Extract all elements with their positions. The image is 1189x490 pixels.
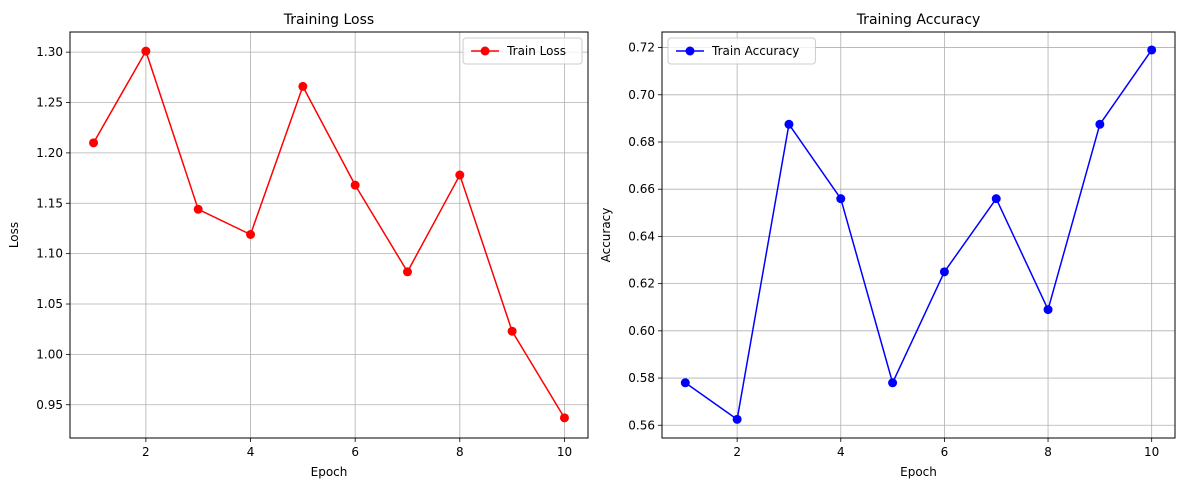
data-point [193, 204, 203, 214]
legend-label-train-accuracy: Train Accuracy [711, 44, 799, 58]
y-tick-label: 0.58 [628, 371, 655, 385]
y-tick-label: 1.15 [36, 196, 63, 210]
y-tick-label: 0.56 [628, 418, 655, 432]
legend-box [667, 37, 816, 65]
y-tick-label: 0.66 [628, 182, 655, 196]
x-tick-label: 8 [1044, 445, 1052, 459]
data-point [507, 326, 517, 336]
chart-title: Training Accuracy [856, 12, 981, 28]
data-point [89, 138, 99, 148]
x-tick-label: 8 [456, 445, 464, 459]
chart-title: Training Loss [283, 12, 374, 28]
series-group [89, 46, 569, 423]
data-point [298, 81, 308, 91]
series-group [680, 45, 1157, 424]
x-tick-label: 4 [247, 445, 255, 459]
x-axis-label: Epoch [900, 465, 937, 479]
y-tick-label: 1.00 [36, 347, 63, 361]
y-tick-label: 0.68 [628, 135, 655, 149]
plot-frame [661, 31, 1176, 439]
y-tick-label: 1.05 [36, 297, 63, 311]
y-axis-label: Accuracy [599, 208, 613, 263]
x-tick-label: 10 [557, 445, 572, 459]
y-tick-label: 0.95 [36, 398, 63, 412]
y-tick-label: 0.72 [628, 41, 655, 55]
y-tick-label: 0.64 [628, 229, 655, 243]
legend: Train Accuracy [667, 37, 816, 65]
training-accuracy-chart: 2 4 6 8 10 0.560.580.600.620.640.660.680.700… [599, 12, 1176, 479]
y-tick-label: 0.70 [628, 88, 655, 102]
legend-label-train-loss: Train Loss [506, 44, 566, 58]
x-tick-label: 4 [837, 445, 845, 459]
data-point [836, 194, 846, 204]
y-axis-label: Loss [7, 222, 21, 248]
x-tick-label: 2 [733, 445, 741, 459]
data-point [246, 229, 256, 239]
y-axis-ticks: 0.56 0.58 0.60 0.62 0.64 0.66 0.68 0.70 0.72 [628, 41, 662, 432]
x-tick-label: 2 [142, 445, 150, 459]
y-tick-label: 1.30 [36, 45, 63, 59]
data-point [1095, 119, 1105, 129]
y-tick-label: 1.20 [36, 146, 63, 160]
data-point [402, 267, 412, 277]
x-tick-label: 10 [1144, 445, 1159, 459]
x-axis-label: Epoch [311, 465, 348, 479]
x-tick-label: 6 [351, 445, 359, 459]
x-tick-label: 6 [941, 445, 949, 459]
x-axis-ticks: 2 4 6 8 10 [142, 438, 572, 459]
y-axis-ticks: 0.95 1.00 1.05 1.10 1.15 1.20 1.25 1.30 [36, 45, 70, 412]
data-point [1147, 45, 1157, 55]
series-line [92, 50, 566, 419]
data-point [350, 180, 360, 190]
data-point [455, 170, 465, 180]
data-point [559, 413, 569, 423]
grid-lines [662, 32, 1175, 438]
data-point [732, 414, 742, 424]
legend-marker-train-accuracy [685, 46, 695, 56]
data-point [784, 119, 794, 129]
data-point [991, 194, 1001, 204]
plot-frame [69, 31, 589, 439]
data-point [141, 46, 151, 56]
legend-box [462, 37, 583, 65]
series-line [684, 49, 1153, 421]
y-tick-label: 0.62 [628, 277, 655, 291]
x-axis-ticks: 2 4 6 8 10 [733, 438, 1159, 459]
data-point [1043, 305, 1053, 315]
legend: Train Loss [462, 37, 583, 65]
data-point [888, 378, 898, 388]
data-point [680, 378, 690, 388]
legend-marker-train-loss [480, 46, 490, 56]
data-point [939, 267, 949, 277]
y-tick-label: 1.10 [36, 247, 63, 261]
y-tick-label: 1.25 [36, 96, 63, 110]
y-tick-label: 0.60 [628, 324, 655, 338]
training-loss-chart: 2 4 6 8 10 0.951.001.051.101.151.201.251.30 … [7, 12, 589, 479]
